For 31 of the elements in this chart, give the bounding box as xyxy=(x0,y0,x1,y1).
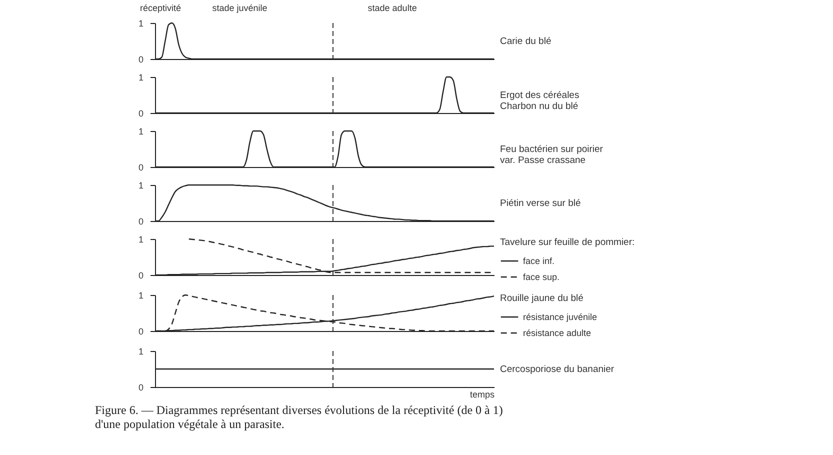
y-tick-label: 1 xyxy=(138,126,144,136)
y-tick-label: 1 xyxy=(138,290,144,300)
y-tick-label: 0 xyxy=(138,108,144,118)
text: stade adulte xyxy=(368,3,417,13)
y-tick-label: 0 xyxy=(138,54,144,64)
series-label: Feu bactérien sur poirier var. Passe crassane xyxy=(500,144,603,166)
text: d'une population végétale à un parasite. xyxy=(95,417,284,431)
legend-label: face sup. xyxy=(523,272,560,282)
y-tick-label: 0 xyxy=(138,382,144,392)
y-tick-label: 1 xyxy=(138,180,144,190)
y-tick-label: 0 xyxy=(138,326,144,336)
legend-title: Rouille jaune du blé xyxy=(500,293,584,304)
y-tick-label: 1 xyxy=(138,18,144,28)
x-axis-title: temps xyxy=(470,390,495,400)
series-label: Cercosporiose du bananier xyxy=(500,364,614,375)
series-label: Ergot des céréales Charbon nu du blé xyxy=(500,90,580,112)
series-label: Carie du blé xyxy=(500,36,552,47)
y-tick-label: 1 xyxy=(138,72,144,82)
y-tick-label: 0 xyxy=(138,216,144,226)
text: réceptivité xyxy=(140,3,182,13)
series-label: Piétin verse sur blé xyxy=(500,198,581,209)
legend-label: résistance juvénile xyxy=(523,312,598,322)
y-tick-label: 0 xyxy=(138,270,144,280)
legend-label: face inf. xyxy=(523,256,555,266)
legend-label: résistance adulte xyxy=(523,328,592,338)
legend-title: Tavelure sur feuille de pommier: xyxy=(500,237,635,248)
y-tick-label: 1 xyxy=(138,346,144,356)
caption: Figure 6. — Diagrammes représentant diverses évolutions de la réceptivité (de 0 à 1) xyxy=(95,403,503,417)
y-tick-label: 1 xyxy=(138,234,144,244)
y-tick-label: 0 xyxy=(138,162,144,172)
text: stade juvénile xyxy=(212,3,268,13)
